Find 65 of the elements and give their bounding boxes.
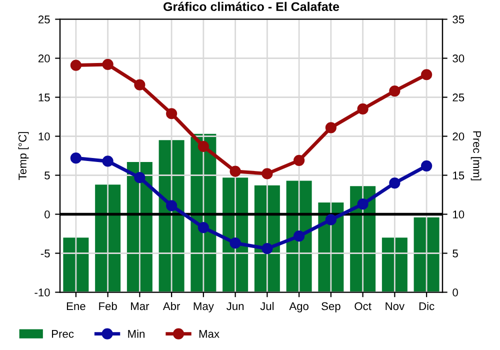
x-tick-label: Dic: [419, 302, 434, 310]
x-tick-label: Oct: [354, 302, 372, 310]
y2-tick-label: 5: [452, 250, 458, 258]
point: [294, 154, 305, 166]
y2-tick-label: 25: [452, 94, 464, 102]
point: [357, 198, 368, 210]
y-tick-label: -5: [40, 250, 50, 258]
chart-title: Gráfico climático - El Calafate: [164, 2, 340, 12]
point: [325, 214, 336, 226]
x-tick-label: Abr: [162, 302, 180, 310]
point: [262, 168, 273, 180]
point: [262, 243, 273, 254]
point: [70, 152, 82, 164]
point: [166, 108, 178, 120]
y-tick-label: 10: [38, 132, 50, 140]
bar: [222, 178, 248, 292]
y2-tick-label: 0: [452, 288, 458, 296]
bar: [63, 238, 89, 292]
bar: [126, 162, 152, 292]
x-tick-label: Nov: [386, 302, 405, 310]
point: [421, 69, 432, 80]
y2-tick-label: 20: [452, 132, 464, 140]
point: [134, 79, 146, 90]
point: [102, 156, 114, 167]
y2-tick-label: 30: [452, 54, 464, 62]
y2-tick-label: 15: [453, 172, 464, 180]
bar: [158, 140, 184, 292]
point: [70, 60, 82, 71]
bar: [95, 184, 121, 292]
x-tick-label: Ago: [289, 302, 308, 312]
x-tick-label: Feb: [99, 302, 117, 310]
x-tick-label: Sep: [322, 302, 340, 312]
point: [294, 230, 305, 242]
point: [421, 160, 432, 172]
y-tick-label: -10: [34, 288, 50, 296]
y-tick-label: 5: [44, 172, 50, 180]
x-tick-label: May: [194, 302, 214, 312]
y2-tick-label: 35: [452, 16, 464, 24]
bar: [382, 238, 408, 292]
x-tick-label: Jun: [226, 302, 244, 310]
x-tick-label: Mar: [131, 302, 150, 310]
legend-label: Prec: [52, 330, 74, 338]
y2-axis-title: Prec [mm]: [470, 131, 482, 180]
y-axis-title: Temp [°C]: [18, 132, 29, 180]
y-tick-label: 25: [38, 16, 50, 24]
point: [198, 140, 209, 152]
point: [230, 166, 241, 177]
legend-label: Max: [199, 330, 220, 338]
y-tick-label: 0: [44, 210, 50, 218]
x-tick-label: Jul: [260, 302, 274, 310]
point: [166, 200, 178, 212]
y-tick-label: 15: [38, 94, 50, 102]
point: [230, 238, 241, 249]
point: [357, 103, 368, 115]
point: [198, 222, 209, 234]
point: [389, 177, 400, 189]
point: [389, 85, 400, 97]
bar: [414, 217, 440, 292]
point: [102, 58, 114, 70]
point: [134, 172, 146, 184]
y-tick-label: 20: [38, 54, 50, 62]
y2-tick-label: 10: [453, 210, 464, 218]
x-tick-label: Ene: [66, 302, 86, 310]
legend-label: Min: [128, 330, 144, 338]
point: [325, 122, 336, 134]
